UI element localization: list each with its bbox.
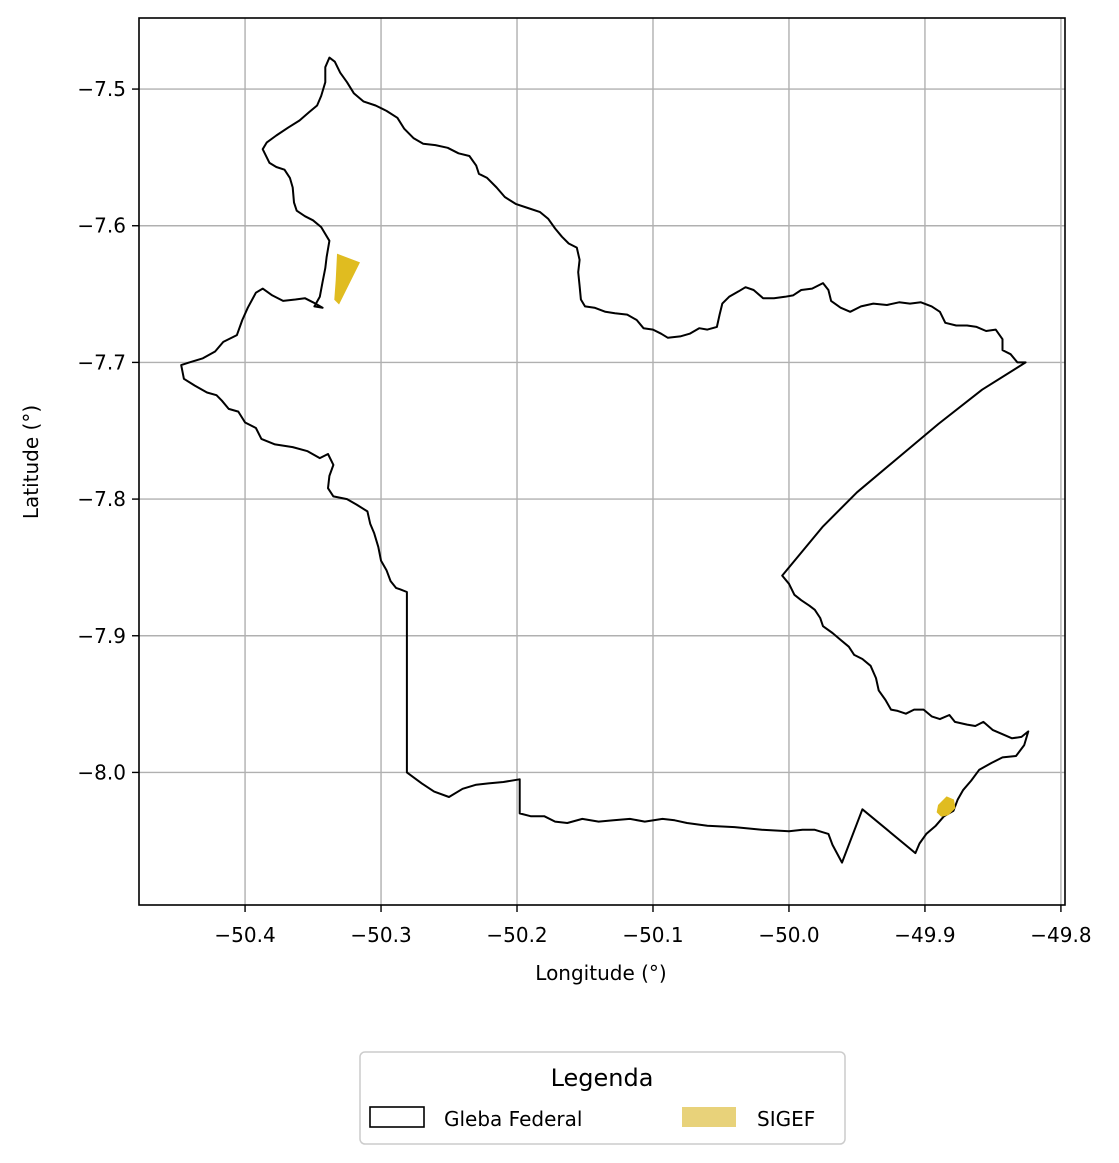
grid [139, 18, 1065, 905]
axes-frame [138, 17, 1066, 906]
x-tick-label: −50.2 [486, 923, 547, 947]
y-tick-label: −7.8 [77, 487, 126, 511]
x-axis-label: Longitude (°) [535, 961, 666, 985]
legend-title: Legenda [551, 1064, 654, 1092]
legend-label-gleba-federal: Gleba Federal [444, 1107, 582, 1131]
x-tick-label: −49.9 [894, 923, 955, 947]
y-tick-label: −7.7 [77, 350, 126, 374]
y-tick-label: −7.6 [77, 214, 126, 238]
y-tick-label: −7.9 [77, 624, 126, 648]
legend-label-sigef: SIGEF [757, 1107, 815, 1131]
legend-swatch-sigef [682, 1107, 736, 1127]
map-layers [180, 56, 1030, 864]
ticks: −50.4 −50.3 −50.2 −50.1 −50.0 −49.9 −49.8 −7.5 −… [77, 77, 1091, 947]
y-axis-label: Latitude (°) [19, 405, 43, 519]
y-tick-label: −8.0 [77, 760, 126, 784]
legend-swatch-gleba-federal [369, 1106, 425, 1128]
sigef-parcel-1 [334, 253, 360, 305]
sigef-parcel-2 [936, 796, 956, 817]
y-tick-label: −7.5 [77, 77, 126, 101]
x-tick-label: −49.8 [1030, 923, 1091, 947]
x-tick-label: −50.1 [622, 923, 683, 947]
axes-background [139, 18, 1065, 905]
x-tick-label: −50.3 [350, 923, 411, 947]
legend: Legenda Gleba Federal SIGEF [359, 1051, 846, 1145]
x-tick-label: −50.4 [214, 923, 275, 947]
gleba-federal-boundary [180, 56, 1030, 864]
plot-area: −50.4 −50.3 −50.2 −50.1 −50.0 −49.9 −49.8 −7.5 −… [77, 17, 1092, 947]
x-tick-label: −50.0 [758, 923, 819, 947]
